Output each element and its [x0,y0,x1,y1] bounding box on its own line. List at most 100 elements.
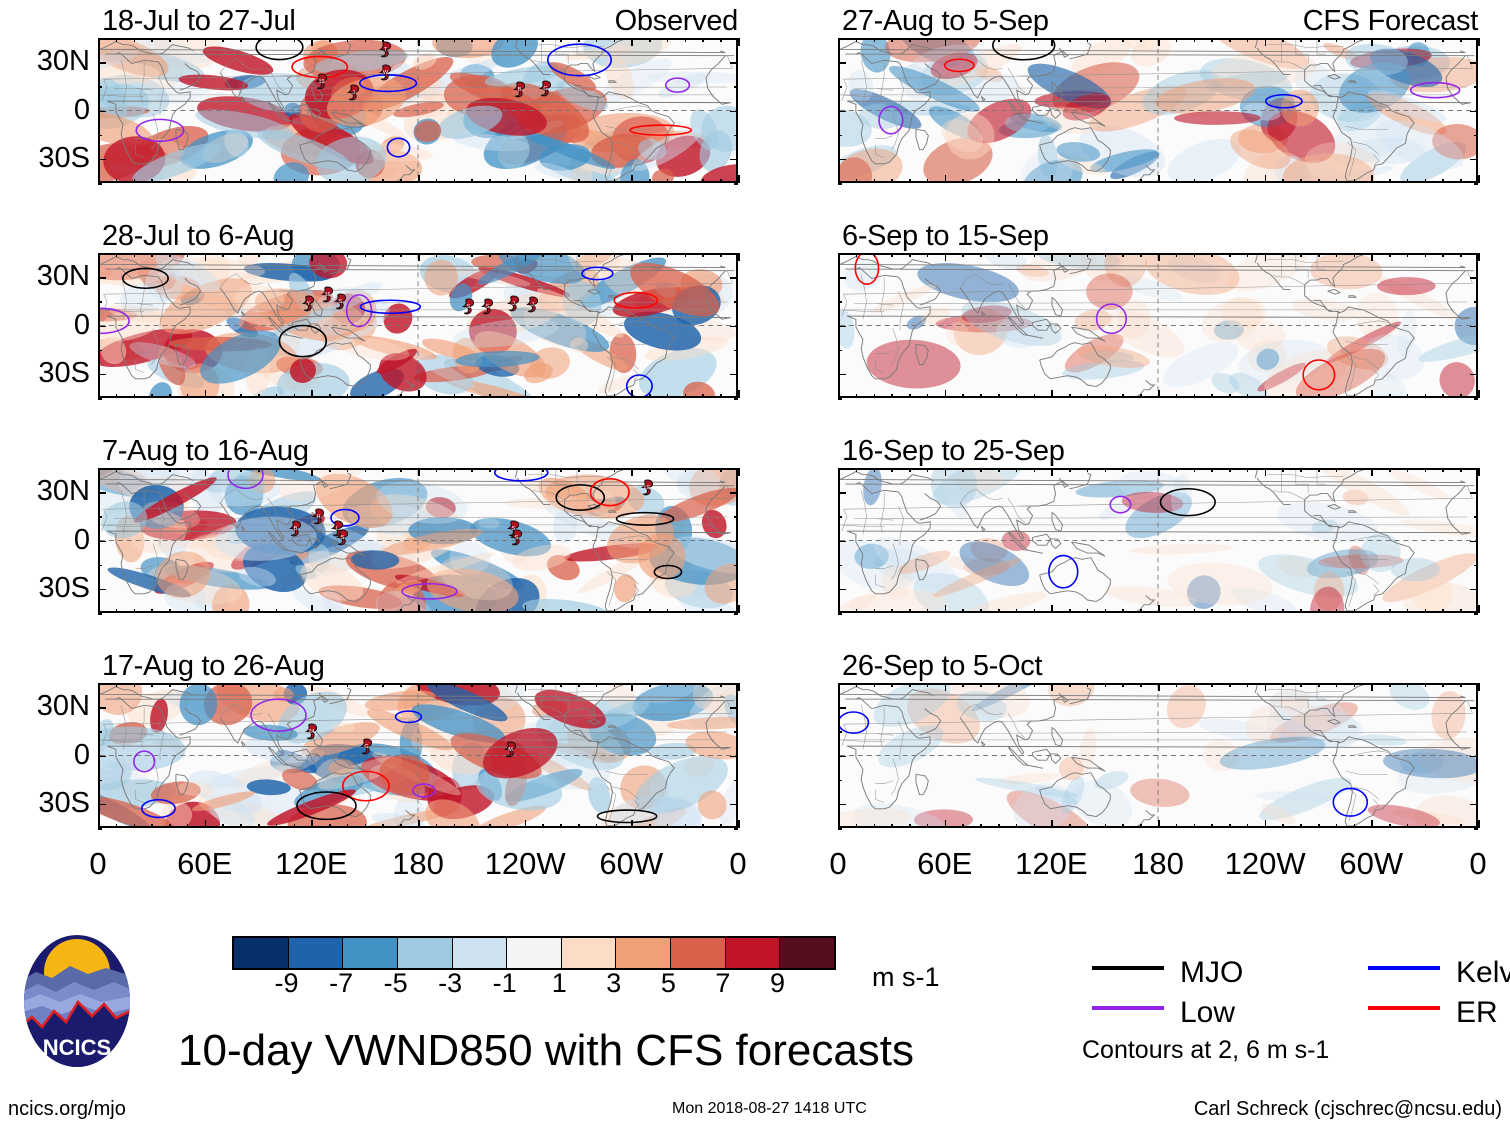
x-tick-label: 0 [89,846,107,881]
svg-text:S: S [511,526,515,532]
colorbar-tick-label: -7 [329,968,354,998]
svg-text:G: G [543,86,547,92]
storm-marker: M [503,741,518,758]
colorbar-tick-label: -1 [492,968,517,998]
svg-text:M: M [508,747,513,753]
storm-marker: J [506,295,521,312]
colorbar-swatch [615,938,671,968]
svg-text:S: S [341,535,345,541]
colorbar-swatch [506,938,561,968]
x-tick-label: 0 [1469,846,1487,881]
panel-title-fcst-2: 6-Sep to 15-Sep [842,220,1049,252]
svg-text:S: S [339,299,343,305]
storm-marker: S [335,529,350,546]
svg-text:G: G [364,744,368,750]
y-tick-label: 30S [38,786,90,819]
storm-marker: G [538,80,553,97]
legend-label-er: ER [1456,996,1498,1029]
colorbar-tick-label: 5 [660,968,676,998]
panel-title-fcst-3: 16-Sep to 25-Sep [842,435,1065,467]
svg-text:19: 19 [318,79,324,85]
x-tick-label: 0 [729,846,747,881]
map-field [100,255,736,396]
svg-text:S: S [486,304,490,310]
map-panel-obs-4[interactable]: 24 G M [98,683,738,828]
column-header-observed: Observed [614,5,739,37]
y-tick-label: 30S [38,356,90,389]
x-tick-label: 60E [917,846,973,881]
svg-text:T: T [384,47,388,53]
svg-text:H: H [316,514,320,520]
storm-marker: T [378,41,393,58]
map-field [840,470,1476,611]
svg-text:W: W [383,70,389,76]
map-panel-obs-3[interactable]: B H L S S S LE [98,468,738,613]
map-panel-fcst-2[interactable] [838,253,1478,398]
x-tick-label: 120E [1015,846,1088,881]
storm-marker: 16 [320,286,335,303]
ncics-logo-text: NCICS [43,1035,111,1060]
footer-left-link[interactable]: ncics.org/mjo [8,1098,126,1120]
svg-text:Y: Y [307,301,311,307]
svg-text:L: L [336,526,339,532]
y-tick-label: 0 [73,738,90,771]
storm-marker: H [311,508,326,525]
map-panel-obs-2[interactable]: Y 16 S S S J J [98,253,738,398]
map-panel-fcst-3[interactable] [838,468,1478,613]
colorbar-tick-label: -5 [383,968,408,998]
legend-line-mjo [1092,966,1164,970]
x-tick-label: 120E [275,846,348,881]
panel-title-obs-2: 28-Jul to 6-Aug [102,220,295,252]
y-tick-label: 30S [38,571,90,604]
storm-marker: 19 [314,73,329,90]
footer-author: Carl Schreck (cjschrec@ncsu.edu) [1193,1098,1502,1120]
svg-text:J: J [352,90,355,96]
storm-marker: W [378,64,393,81]
colorbar-swatch [451,938,507,968]
ncics-logo: NCICS [22,932,132,1070]
storm-marker: B [512,81,527,98]
map-panel-obs-1[interactable]: 19 J W T B G [98,38,738,183]
colorbar-units-label: m s-1 [872,962,940,992]
svg-text:16: 16 [325,292,331,298]
ncics-logo-graphic: NCICS [24,935,130,1067]
svg-text:J: J [531,302,534,308]
colorbar-swatch [287,938,343,968]
y-tick-label: 30N [36,45,90,78]
colorbar [232,936,836,970]
svg-text:J: J [512,301,515,307]
y-tick-label: 0 [73,93,90,126]
colorbar-swatch [396,938,452,968]
storm-marker: S [480,298,495,315]
colorbar-swatch [234,938,288,968]
x-tick-label: 180 [1132,846,1184,881]
y-tick-label: 30N [36,690,90,723]
legend-label-low: Low [1180,996,1236,1029]
colorbar-tick-label: 3 [606,968,622,998]
panel-title-fcst-4: 26-Sep to 5-Oct [842,650,1043,682]
storm-marker: Y [301,295,316,312]
map-panel-fcst-4[interactable] [838,683,1478,828]
map-field [100,470,736,611]
storm-marker: J [525,296,540,313]
x-tick-label: 0 [829,846,847,881]
colorbar-tick-label: 7 [715,968,731,998]
colorbar-swatch [342,938,397,968]
svg-text:24: 24 [309,729,315,735]
map-field [840,255,1476,396]
storm-marker: S [333,293,348,310]
map-field [840,685,1476,826]
colorbar-swatch [779,938,835,968]
map-panel-fcst-1[interactable] [838,38,1478,183]
main-title: 10-day VWND850 with CFS forecasts [178,1026,915,1075]
legend-label-mjo: MJO [1180,956,1244,989]
svg-text:S: S [515,535,519,541]
x-tick-label: 180 [392,846,444,881]
legend-line-kelvin-x2 [1368,966,1440,970]
colorbar-swatch [670,938,725,968]
y-tick-label: 0 [73,308,90,341]
colorbar-swatch [560,938,616,968]
svg-text:B: B [518,87,522,93]
svg-text:B: B [294,526,298,532]
map-field [100,685,736,826]
